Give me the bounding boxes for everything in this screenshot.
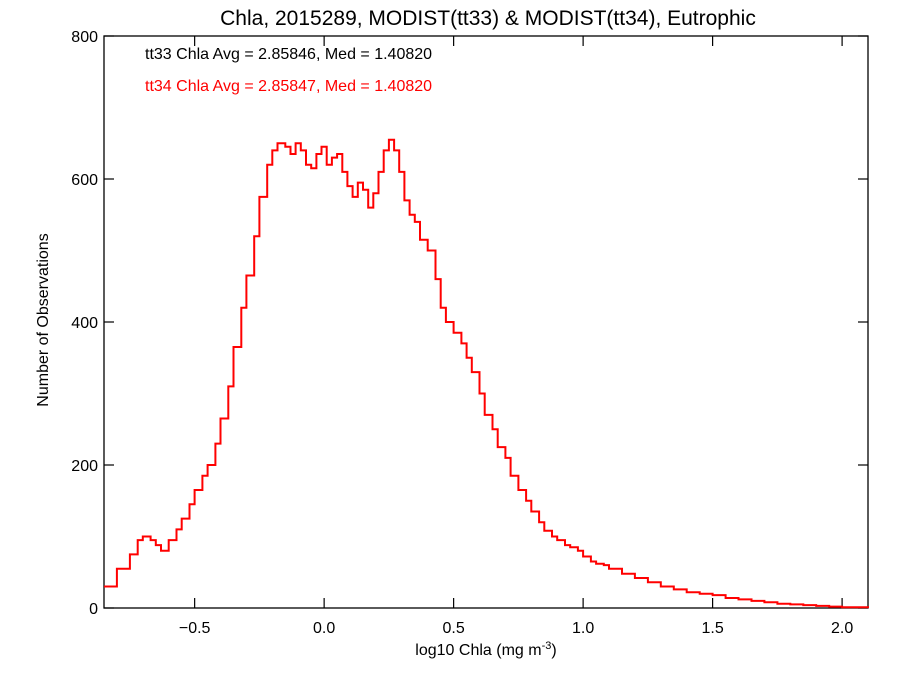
x-tick-label: 2.0 — [831, 620, 853, 637]
y-axis-label: Number of Observations — [35, 233, 52, 406]
y-tick-label: 400 — [71, 315, 98, 332]
x-axis-ticks: −0.5 0.0 0.5 1.0 1.5 2.0 — [179, 36, 853, 637]
y-axis-ticks: 0 200 400 600 800 — [71, 29, 868, 618]
annotation-tt33: tt33 Chla Avg = 2.85846, Med = 1.40820 — [145, 46, 432, 63]
x-tick-label: −0.5 — [179, 620, 211, 637]
chart-title: Chla, 2015289, MODIST(tt33) & MODIST(tt3… — [220, 7, 756, 30]
x-tick-label: 0.5 — [443, 620, 465, 637]
y-tick-label: 200 — [71, 458, 98, 475]
x-tick-label: 1.0 — [572, 620, 594, 637]
stats-annotations: tt33 Chla Avg = 2.85846, Med = 1.40820 t… — [145, 46, 432, 95]
y-tick-label: 800 — [71, 29, 98, 46]
x-tick-label: 1.5 — [701, 620, 723, 637]
series-line-tt34 — [104, 138, 869, 609]
x-axis-label: log10 Chla (mg m-3) — [415, 640, 556, 659]
y-tick-label: 600 — [71, 172, 98, 189]
plot-frame — [103, 35, 869, 609]
x-tick-label: 0.0 — [313, 620, 335, 637]
annotation-tt34: tt34 Chla Avg = 2.85847, Med = 1.40820 — [145, 78, 432, 95]
y-tick-label: 0 — [89, 601, 98, 618]
